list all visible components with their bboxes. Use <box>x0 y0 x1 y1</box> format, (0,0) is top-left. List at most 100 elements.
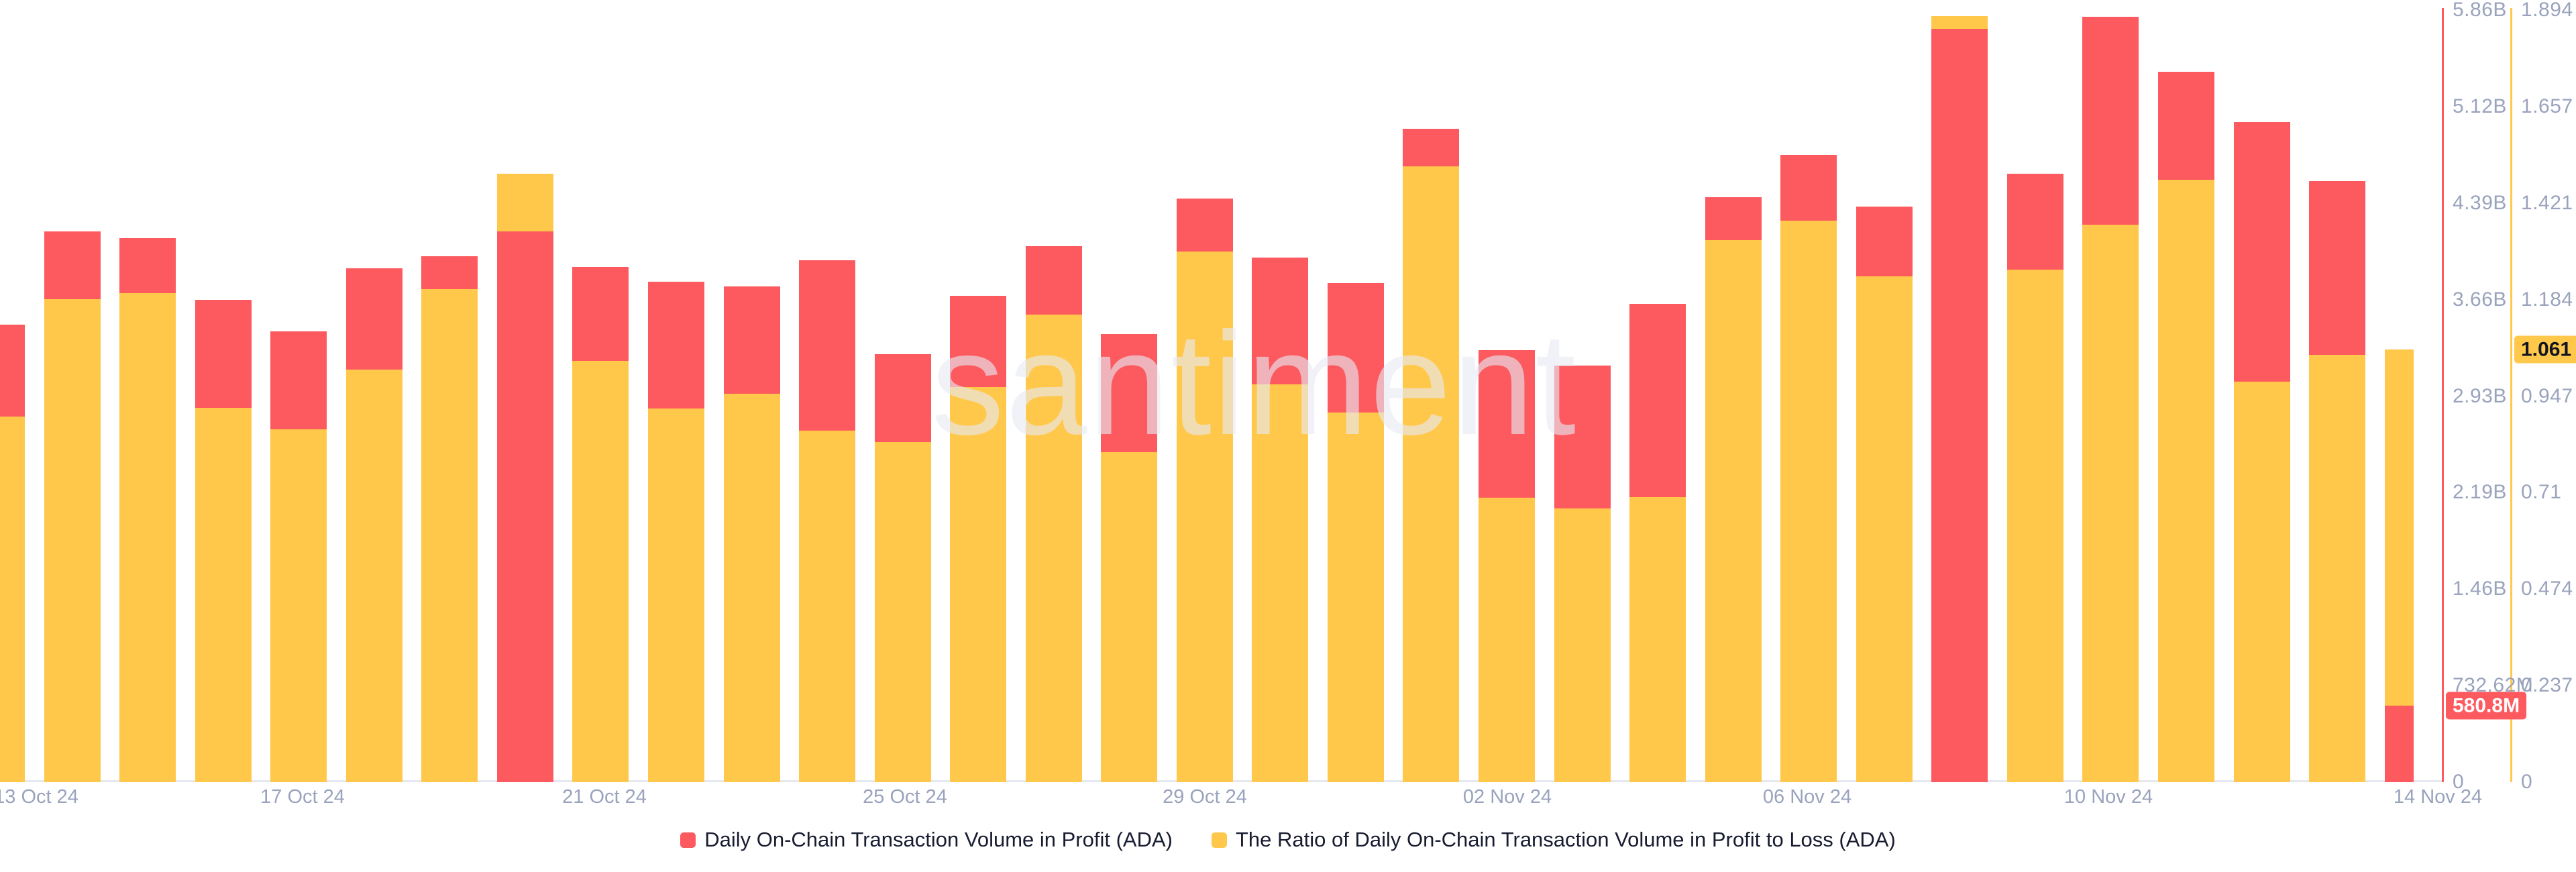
ratio-axis-tick: 0.71 <box>2521 481 2562 504</box>
legend-item-volume[interactable]: Daily On-Chain Transaction Volume in Pro… <box>680 828 1173 852</box>
x-axis-date-label: 17 Oct 24 <box>260 786 345 808</box>
ratio-bar-segment <box>1479 497 1535 782</box>
bar-14-nov-24[interactable] <box>2384 0 2414 782</box>
volume-axis-tick: 2.19B <box>2453 481 2507 504</box>
ratio-current-badge: 1.061 <box>2514 335 2576 364</box>
ratio-bar-segment <box>421 289 478 782</box>
bar-17-oct-24[interactable] <box>270 0 327 782</box>
ratio-bar-segment <box>119 292 176 782</box>
bar-14-oct-24[interactable] <box>44 0 101 782</box>
bar-22-oct-24[interactable] <box>647 0 704 782</box>
ratio-bar-segment <box>1252 384 1309 782</box>
ratio-bar-segment <box>1856 276 1913 782</box>
ratio-axis-tick: 0.474 <box>2521 578 2573 600</box>
legend-item-ratio[interactable]: The Ratio of Daily On-Chain Transaction … <box>1211 828 1896 852</box>
ratio-bar-segment <box>2157 179 2214 782</box>
ratio-bar-segment <box>0 416 25 782</box>
x-axis-date-label: 06 Nov 24 <box>1762 786 1852 808</box>
ratio-axis-line <box>2510 8 2512 782</box>
bar-05-nov-24[interactable] <box>1705 0 1762 782</box>
x-axis-date-label: 14 Nov 24 <box>2393 786 2483 808</box>
bar-25-oct-24[interactable] <box>874 0 931 782</box>
volume-axis-tick: 732.62M <box>2453 674 2534 697</box>
bar-06-nov-24[interactable] <box>1780 0 1837 782</box>
bar-09-nov-24[interactable] <box>2006 0 2063 782</box>
x-axis-date-label: 13 Oct 24 <box>0 786 78 808</box>
bar-02-nov-24[interactable] <box>1479 0 1535 782</box>
x-axis-date-label: 02 Nov 24 <box>1462 786 1552 808</box>
bar-24-oct-24[interactable] <box>799 0 856 782</box>
volume-axis-line <box>2442 8 2444 782</box>
bar-30-oct-24[interactable] <box>1252 0 1309 782</box>
bar-04-nov-24[interactable] <box>1629 0 1686 782</box>
legend: Daily On-Chain Transaction Volume in Pro… <box>0 828 2576 852</box>
volume-axis-tick: 2.93B <box>2453 384 2507 407</box>
bar-28-oct-24[interactable] <box>1101 0 1158 782</box>
bar-19-oct-24[interactable] <box>421 0 478 782</box>
ratio-axis-tick: 0.947 <box>2521 384 2573 407</box>
bar-23-oct-24[interactable] <box>723 0 780 782</box>
bar-21-oct-24[interactable] <box>572 0 629 782</box>
bar-13-nov-24[interactable] <box>2309 0 2366 782</box>
ratio-bar-segment <box>1780 221 1837 782</box>
bar-31-oct-24[interactable] <box>1327 0 1384 782</box>
volume-axis-tick: 5.86B <box>2453 0 2507 21</box>
ratio-bar-segment <box>647 408 704 782</box>
ratio-bar-segment <box>950 387 1007 782</box>
bar-15-oct-24[interactable] <box>119 0 176 782</box>
ratio-bar-segment <box>2233 382 2290 782</box>
ratio-bar-segment <box>2082 225 2139 782</box>
x-axis-date-label: 29 Oct 24 <box>1163 786 1247 808</box>
ratio-bar-segment <box>2006 270 2063 782</box>
volume-axis-tick: 0 <box>2453 771 2465 793</box>
legend-label-volume: Daily On-Chain Transaction Volume in Pro… <box>704 828 1173 851</box>
bar-27-oct-24[interactable] <box>1025 0 1082 782</box>
volume-series-swatch-icon <box>680 832 696 848</box>
x-axis-date-label: 21 Oct 24 <box>562 786 647 808</box>
ratio-bar-segment <box>270 429 327 782</box>
ratio-bar-segment <box>1403 166 1460 782</box>
bar-11-nov-24[interactable] <box>2157 0 2214 782</box>
ratio-bar-segment <box>1176 251 1233 782</box>
volume-axis-tick: 4.39B <box>2453 191 2507 214</box>
volume-bar-segment <box>1931 28 1988 782</box>
volume-bar-segment <box>496 231 553 782</box>
ratio-bar-segment <box>799 431 856 782</box>
ratio-bar-segment <box>1705 239 1762 782</box>
ratio-bar-segment <box>874 442 931 782</box>
volume-axis-tick: 1.46B <box>2453 578 2507 600</box>
ratio-bar-segment <box>195 408 252 782</box>
ratio-axis-tick: 0 <box>2521 771 2533 793</box>
bar-26-oct-24[interactable] <box>950 0 1007 782</box>
bar-13-oct-24[interactable] <box>0 0 25 782</box>
x-axis-date-label: 10 Nov 24 <box>2063 786 2153 808</box>
ratio-bar-segment <box>1629 497 1686 782</box>
bar-08-nov-24[interactable] <box>1931 0 1988 782</box>
volume-axis-tick: 3.66B <box>2453 288 2507 311</box>
ratio-axis-tick: 1.894 <box>2521 0 2573 21</box>
ratio-series-swatch-icon <box>1211 832 1227 848</box>
ratio-bar-segment <box>1025 314 1082 782</box>
bar-12-nov-24[interactable] <box>2233 0 2290 782</box>
bar-03-nov-24[interactable] <box>1554 0 1611 782</box>
bar-10-nov-24[interactable] <box>2082 0 2139 782</box>
x-axis-date-label: 25 Oct 24 <box>863 786 947 808</box>
volume-axis-tick: 5.12B <box>2453 95 2507 117</box>
bar-01-nov-24[interactable] <box>1403 0 1460 782</box>
bar-29-oct-24[interactable] <box>1176 0 1233 782</box>
bar-18-oct-24[interactable] <box>345 0 402 782</box>
bar-20-oct-24[interactable] <box>496 0 553 782</box>
ratio-axis-tick: 0.237 <box>2521 674 2573 697</box>
ratio-bar-segment <box>1101 451 1158 782</box>
legend-label-ratio: The Ratio of Daily On-Chain Transaction … <box>1235 828 1896 851</box>
ratio-bar-segment <box>44 298 101 782</box>
volume-bar-segment <box>2384 705 2414 782</box>
ratio-bar-segment <box>723 393 780 782</box>
volume-current-badge: 580.8M <box>2446 692 2527 720</box>
ratio-bar-segment <box>572 361 629 782</box>
ratio-axis-tick: 1.184 <box>2521 288 2573 311</box>
ratio-bar-segment <box>1327 412 1384 782</box>
bar-07-nov-24[interactable] <box>1856 0 1913 782</box>
bar-16-oct-24[interactable] <box>195 0 252 782</box>
ratio-axis-tick: 1.657 <box>2521 95 2573 117</box>
